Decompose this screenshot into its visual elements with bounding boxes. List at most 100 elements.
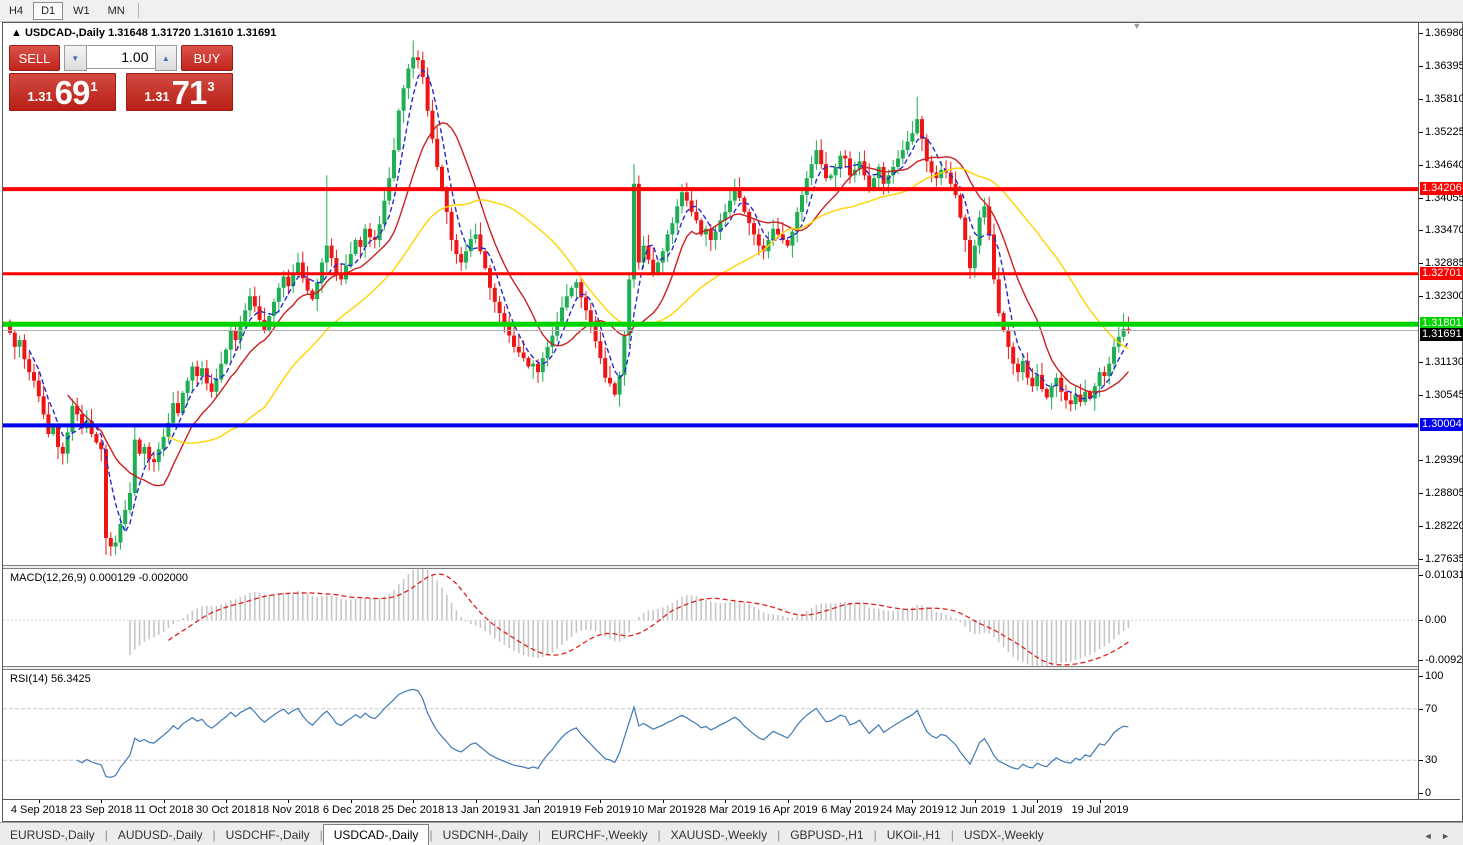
- volume-decrease-button[interactable]: ▼: [63, 45, 87, 71]
- axis-tickmark: [1419, 493, 1423, 494]
- tab-scroll-right-button[interactable]: ►: [1441, 831, 1450, 841]
- macd-chart: [3, 569, 1418, 666]
- price-axis-tick: 1.34055: [1425, 192, 1463, 204]
- buy-price-big: 71: [171, 74, 208, 111]
- buy-price-prefix: 1.31: [144, 89, 170, 104]
- date-axis-label: 19 Feb 2019: [569, 804, 631, 816]
- date-axis-label: 1 Jul 2019: [1011, 804, 1063, 816]
- buy-price-display[interactable]: 1.31 71 3: [126, 73, 233, 111]
- timeframe-button-h4[interactable]: H4: [1, 1, 32, 20]
- date-axis-label: 23 Sep 2018: [69, 804, 133, 816]
- price-axis-tick: 1.36395: [1425, 60, 1463, 72]
- collapse-triangle-icon[interactable]: ▲: [11, 27, 22, 39]
- axis-tickmark: [1419, 559, 1423, 560]
- axis-tickmark: [1419, 99, 1423, 100]
- price-axis-tick: 1.29390: [1425, 454, 1463, 466]
- date-axis-label: 25 Dec 2018: [381, 804, 445, 816]
- price-chart-pane[interactable]: ▲ USDCAD-,Daily 1.31648 1.31720 1.31610 …: [3, 23, 1418, 565]
- symbol-tab-eurchf[interactable]: EURCHF-,Weekly: [551, 828, 648, 842]
- symbol-tab-usdcad[interactable]: USDCAD-,Daily: [322, 824, 430, 845]
- date-axis-label: 19 Jul 2019: [1071, 804, 1129, 816]
- rsi-axis-tick: 100: [1425, 670, 1444, 682]
- axis-tickmark: [1419, 132, 1423, 133]
- price-axis-tick: 1.36980: [1425, 27, 1463, 39]
- price-axis[interactable]: 1.36980 1.36395 1.35810 1.35225 1.34640 1.340…: [1418, 23, 1463, 799]
- date-tickmark: [1100, 800, 1101, 803]
- chart-shift-marker-icon[interactable]: ▼: [1132, 23, 1142, 31]
- date-axis-label: 13 Jan 2019: [445, 804, 507, 816]
- sell-price-big: 69: [54, 74, 91, 111]
- sell-price-display[interactable]: 1.31 69 1: [9, 73, 116, 111]
- symbol-tab-eurusd[interactable]: EURUSD-,Daily: [10, 828, 95, 842]
- axis-tickmark: [1419, 676, 1423, 677]
- symbol-tab-gbpusd[interactable]: GBPUSD-,H1: [790, 828, 864, 842]
- price-level-badge: 1.30004: [1420, 418, 1463, 431]
- date-tickmark: [538, 800, 539, 803]
- current-price-badge: 1.31691: [1420, 328, 1463, 341]
- rsi-axis-tick: 0: [1425, 787, 1432, 799]
- rsi-axis-tick: 70: [1425, 703, 1438, 715]
- chart-window: ▲ USDCAD-,Daily 1.31648 1.31720 1.31610 …: [2, 22, 1463, 822]
- date-axis-label: 18 Nov 2018: [256, 804, 320, 816]
- volume-input[interactable]: [86, 45, 155, 69]
- price-axis-tick: 1.32885: [1425, 257, 1463, 269]
- volume-increase-button[interactable]: ▲: [154, 45, 178, 71]
- date-axis-label: 12 Jun 2019: [944, 804, 1006, 816]
- date-axis-label: 10 Mar 2019: [632, 804, 694, 816]
- date-axis-label: 4 Sep 2018: [10, 804, 68, 816]
- one-click-trading-panel: SELL ▼ ▲ BUY 1.31 69 1 1.31 71 3: [9, 45, 233, 111]
- buy-price-pip: 3: [207, 79, 215, 94]
- pane-separator[interactable]: [3, 666, 1460, 670]
- axis-tickmark: [1419, 66, 1423, 67]
- tab-separator: |: [950, 828, 954, 842]
- symbol-tab-usdcnh[interactable]: USDCNH-,Daily: [442, 828, 528, 842]
- date-axis[interactable]: 4 Sep 2018 23 Sep 2018 11 Oct 2018 30 Oct 2…: [3, 799, 1460, 820]
- symbol-tab-xauusd[interactable]: XAUUSD-,Weekly: [670, 828, 768, 842]
- sell-price-pip: 1: [90, 79, 98, 94]
- axis-tickmark: [1419, 620, 1423, 621]
- tab-scroll-left-button[interactable]: ◄: [1423, 831, 1433, 841]
- date-axis-label: 31 Jan 2019: [507, 804, 569, 816]
- axis-tickmark: [1419, 709, 1423, 710]
- date-tickmark: [912, 800, 913, 803]
- price-axis-tick: 1.28805: [1425, 487, 1463, 499]
- date-tickmark: [975, 800, 976, 803]
- axis-tickmark: [1419, 395, 1423, 396]
- macd-indicator-pane[interactable]: MACD(12,26,9) 0.000129 -0.002000: [3, 569, 1418, 666]
- price-axis-tick: 1.31130: [1425, 356, 1463, 368]
- symbol-tab-usdx[interactable]: USDX-,Weekly: [963, 828, 1044, 842]
- macd-axis-tick: 0.00: [1425, 614, 1447, 626]
- candlestick-chart[interactable]: [3, 23, 1418, 565]
- tab-separator: |: [873, 828, 877, 842]
- symbol-tab-audusd[interactable]: AUDUSD-,Daily: [117, 828, 203, 842]
- rsi-chart: [3, 688, 1418, 778]
- macd-label: MACD(12,26,9) 0.000129 -0.002000: [10, 572, 188, 584]
- axis-tickmark: [1419, 33, 1423, 34]
- date-tickmark: [850, 800, 851, 803]
- symbol-tab-ukoil[interactable]: UKOil-,H1: [886, 828, 941, 842]
- date-tickmark: [1037, 800, 1038, 803]
- sell-button[interactable]: SELL: [9, 45, 60, 71]
- ohlc-open: 1.31648: [108, 27, 148, 39]
- timeframe-toolbar: H4 D1 W1 MN: [0, 0, 1463, 22]
- tab-separator: |: [429, 828, 433, 842]
- symbol-tab-usdchf[interactable]: USDCHF-,Daily: [225, 828, 310, 842]
- buy-button[interactable]: BUY: [181, 45, 233, 71]
- price-axis-tick: 1.30545: [1425, 389, 1463, 401]
- rsi-label: RSI(14) 56.3425: [10, 673, 91, 685]
- price-axis-tick: 1.35810: [1425, 93, 1463, 105]
- date-axis-label: 24 May 2019: [880, 804, 944, 816]
- timeframe-button-mn[interactable]: MN: [99, 1, 133, 20]
- timeframe-button-d1[interactable]: D1: [33, 1, 64, 20]
- timeframe-button-w1[interactable]: W1: [65, 1, 98, 20]
- pane-separator[interactable]: [3, 565, 1460, 569]
- price-axis-tick: 1.28220: [1425, 520, 1463, 532]
- rsi-indicator-pane[interactable]: RSI(14) 56.3425: [3, 670, 1418, 799]
- date-tickmark: [101, 800, 102, 803]
- axis-tickmark: [1419, 526, 1423, 527]
- date-tickmark: [725, 800, 726, 803]
- symbol-tab-bar: EURUSD-,Daily | AUDUSD-,Daily | USDCHF-,Dail…: [0, 822, 1463, 845]
- tab-separator: |: [212, 828, 216, 842]
- date-tickmark: [476, 800, 477, 803]
